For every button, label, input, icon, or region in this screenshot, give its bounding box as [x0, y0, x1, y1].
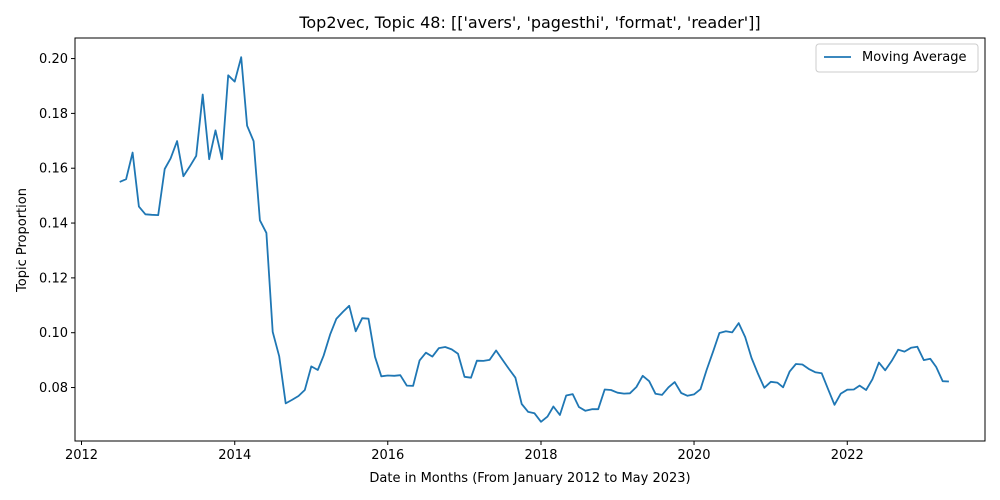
series-line-moving-average	[119, 56, 949, 423]
x-tick-label: 2014	[218, 448, 251, 463]
y-tick-label: 0.14	[39, 217, 68, 232]
y-axis-title: Topic Proportion	[15, 188, 30, 293]
x-tick-label: 2016	[371, 448, 404, 463]
legend-box	[815, 43, 979, 73]
x-tick-label: 2012	[65, 448, 98, 463]
y-tick-label: 0.08	[39, 381, 68, 396]
x-tick-label: 2022	[831, 448, 864, 463]
x-tick-label: 2020	[677, 448, 710, 463]
legend-label: Moving Average	[862, 50, 966, 65]
y-tick-label: 0.12	[39, 271, 68, 286]
y-tick-label: 0.20	[39, 52, 68, 67]
y-tick-label: 0.10	[39, 326, 68, 341]
y-tick-label: 0.18	[39, 107, 68, 122]
x-tick-label: 2018	[524, 448, 557, 463]
y-axis: 0.08 0.10 0.12 0.14 0.16 0.18 0.20	[39, 52, 75, 396]
legend: Moving Average	[815, 43, 979, 73]
x-axis-title: Date in Months (From January 2012 to May…	[369, 471, 690, 486]
x-axis: 2012 2014 2016 2018 2020 2022	[65, 441, 864, 463]
plot-area	[74, 37, 986, 442]
y-tick-label: 0.16	[39, 162, 68, 177]
chart-title: Top2vec, Topic 48: [['avers', 'pagesthi'…	[298, 13, 760, 32]
